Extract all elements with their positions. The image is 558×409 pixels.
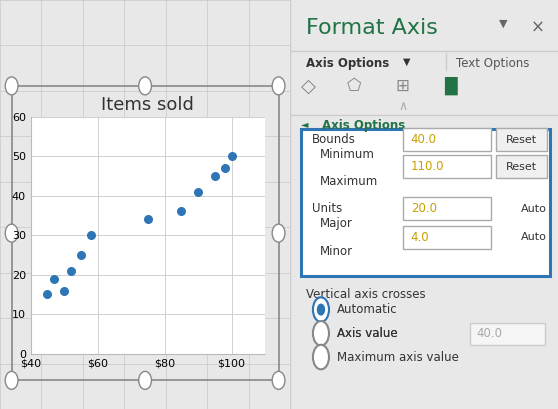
Circle shape bbox=[5, 371, 18, 389]
Text: ◄: ◄ bbox=[301, 119, 309, 128]
Text: Axis Options: Axis Options bbox=[323, 119, 406, 132]
Bar bbox=[12, 86, 278, 380]
Point bbox=[143, 216, 152, 222]
Text: Format Axis: Format Axis bbox=[306, 18, 438, 38]
FancyBboxPatch shape bbox=[301, 129, 550, 276]
Text: 4.0: 4.0 bbox=[411, 231, 429, 244]
Text: 40.0: 40.0 bbox=[477, 327, 502, 340]
Point bbox=[43, 291, 52, 298]
Point bbox=[50, 275, 59, 282]
Point bbox=[210, 173, 219, 179]
Text: Axis value: Axis value bbox=[337, 327, 398, 340]
Circle shape bbox=[313, 297, 329, 322]
Text: Axis Options: Axis Options bbox=[306, 57, 389, 70]
Text: Reset: Reset bbox=[506, 162, 537, 172]
Text: Reset: Reset bbox=[506, 135, 537, 145]
Text: Minimum: Minimum bbox=[320, 148, 374, 161]
Point bbox=[194, 189, 203, 195]
FancyBboxPatch shape bbox=[497, 155, 547, 178]
Circle shape bbox=[272, 77, 285, 95]
Text: Maximum: Maximum bbox=[320, 175, 378, 188]
Circle shape bbox=[272, 371, 285, 389]
Text: Axis value: Axis value bbox=[337, 327, 398, 340]
Text: 40.0: 40.0 bbox=[411, 133, 437, 146]
Text: ▼: ▼ bbox=[403, 57, 410, 67]
Text: Automatic: Automatic bbox=[337, 303, 398, 316]
Text: 110.0: 110.0 bbox=[411, 160, 444, 173]
Point bbox=[177, 208, 186, 215]
FancyBboxPatch shape bbox=[403, 155, 491, 178]
Text: ×: × bbox=[531, 18, 545, 36]
Point bbox=[66, 267, 75, 274]
Text: ⬠: ⬠ bbox=[347, 77, 362, 95]
Circle shape bbox=[272, 224, 285, 242]
Circle shape bbox=[313, 345, 329, 369]
Text: Units: Units bbox=[311, 202, 342, 215]
FancyBboxPatch shape bbox=[403, 226, 491, 249]
Text: ⊞: ⊞ bbox=[396, 77, 410, 95]
Text: Auto: Auto bbox=[521, 204, 547, 213]
Point bbox=[60, 287, 69, 294]
Point bbox=[76, 252, 85, 258]
FancyBboxPatch shape bbox=[403, 128, 491, 151]
Text: Bounds: Bounds bbox=[311, 133, 355, 146]
Text: ◇: ◇ bbox=[301, 76, 316, 95]
Text: ▐▌: ▐▌ bbox=[437, 77, 465, 95]
Text: Auto: Auto bbox=[521, 232, 547, 242]
Point bbox=[86, 232, 95, 238]
Point bbox=[220, 165, 229, 171]
Circle shape bbox=[139, 371, 151, 389]
FancyBboxPatch shape bbox=[470, 323, 545, 345]
Text: Minor: Minor bbox=[320, 245, 353, 258]
Text: Maximum axis value: Maximum axis value bbox=[337, 351, 459, 364]
Circle shape bbox=[5, 77, 18, 95]
Text: ∧: ∧ bbox=[398, 100, 407, 113]
Text: Text Options: Text Options bbox=[456, 57, 530, 70]
FancyBboxPatch shape bbox=[497, 128, 547, 151]
Text: ▼: ▼ bbox=[499, 18, 508, 28]
Text: Vertical axis crosses: Vertical axis crosses bbox=[306, 288, 426, 301]
Circle shape bbox=[313, 321, 329, 346]
FancyBboxPatch shape bbox=[403, 197, 491, 220]
Text: 20.0: 20.0 bbox=[411, 202, 437, 215]
Text: Major: Major bbox=[320, 217, 353, 230]
Circle shape bbox=[139, 77, 151, 95]
Title: Items sold: Items sold bbox=[102, 96, 194, 114]
Point bbox=[227, 153, 236, 160]
Circle shape bbox=[318, 304, 324, 315]
Circle shape bbox=[5, 224, 18, 242]
